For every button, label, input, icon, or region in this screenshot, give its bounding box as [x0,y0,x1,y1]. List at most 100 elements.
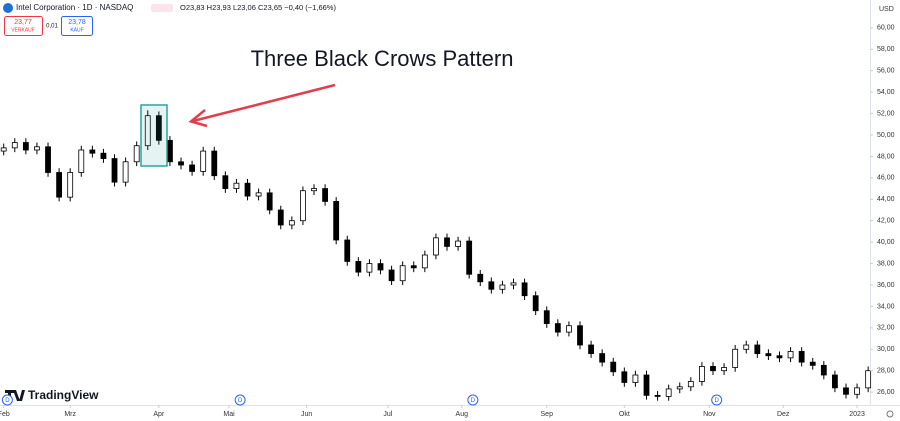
logo: TradingView [28,388,99,402]
candle-body [322,188,328,202]
candle-body [499,284,506,290]
x-tick-label: Mai [223,411,235,418]
sell-button[interactable] [4,16,43,36]
candle-body [732,348,739,368]
candle-body [288,220,295,226]
x-tick-label: Mrz [64,411,76,418]
candle-body [344,239,351,262]
x-tick-label: 2023 [849,411,865,418]
candle-body [211,150,218,177]
candle-body [67,172,74,198]
candles [0,110,872,401]
candle-body [266,192,273,211]
event-marker-label: D [238,398,243,404]
candle-body [0,147,7,152]
candle-body [854,387,860,395]
candle-body [455,240,461,247]
currency: USD [879,6,894,13]
candle-body [532,295,539,312]
x-tick-label: Jun [301,411,312,418]
event-marker [711,394,723,406]
event-marker-label: D [471,398,476,404]
candle-body [311,188,317,192]
annotation: Three Black Crows Pattern [251,46,514,71]
y-tick-label: 30,00 [877,346,895,353]
y-tick-label: 26,00 [877,389,895,396]
candle-body [754,344,761,354]
y-tick-label: 38,00 [877,260,895,267]
candle-body [56,172,63,198]
candle-body [377,263,384,271]
candle-body [89,149,96,154]
candle-body [100,152,107,159]
y-tick-label: 50,00 [877,132,895,139]
candle-body [665,388,672,397]
candle-body [687,381,694,388]
candle-body [610,361,617,373]
buy-button[interactable] [61,16,93,36]
candle-body [78,149,85,173]
candle-body [133,145,140,163]
candle-body [765,353,772,357]
pattern-box [140,104,168,167]
candle-body [388,269,395,282]
x-tick-label: Dez [777,411,790,418]
candle-body [233,182,240,189]
candle-body [300,190,306,222]
event-marker [234,394,246,406]
candle-body [421,254,428,269]
y-tick-label: 28,00 [877,368,895,375]
symbol-icon [3,3,13,13]
candle-body [643,374,650,396]
x-tick-label: Nov [703,411,716,418]
candle-body [543,310,550,324]
candle-body [566,325,572,333]
candle-body [11,142,18,149]
candle-body [178,161,184,166]
x-tick-label: Jul [383,411,392,418]
candle-body [865,370,872,389]
candle-body [743,344,750,350]
y-tick-label: 44,00 [877,196,895,203]
candle-body [477,273,484,283]
candle-body [776,355,783,359]
x-tick-label: Feb [0,411,10,418]
y-tick-label: 48,00 [877,153,895,160]
candle-body [809,361,816,366]
y-tick-label: 46,00 [877,175,895,182]
candle-body [34,146,40,151]
arrow-head [188,109,208,128]
sell-price: 23,77 [14,19,32,26]
candle-body [355,261,362,273]
event-marker-label: D [715,398,720,404]
candle-body [200,150,207,172]
settings-icon[interactable] [886,410,894,418]
candle-body [632,374,639,383]
candle-body [155,115,162,141]
y-tick-label: 52,00 [877,110,895,117]
candle-body [366,263,373,273]
candle-body [122,161,129,183]
candle-body [554,323,561,333]
candle-body [333,201,340,241]
y-tick-label: 32,00 [877,325,895,332]
candle-body [787,351,794,359]
candle-body [167,139,173,163]
candle-body [820,364,827,376]
flag-icons [151,4,173,12]
sell-label: VERKAUF [11,27,35,33]
candle-body [244,182,251,197]
spread: 0,01 [46,24,58,30]
candle-body [410,265,417,269]
ohlc: O23,83 H23,93 L23,06 C23,65 −0,40 (−1,66… [180,3,336,12]
y-tick-label: 40,00 [877,239,895,246]
candle-body [621,371,628,383]
buy-label: KAUF [70,27,83,33]
y-tick-label: 36,00 [877,282,895,289]
x-tick-label: Sep [541,411,554,418]
candle-body [444,237,450,247]
candle-body [399,265,406,282]
candle-body [466,240,473,275]
y-tick-label: 58,00 [877,46,895,53]
